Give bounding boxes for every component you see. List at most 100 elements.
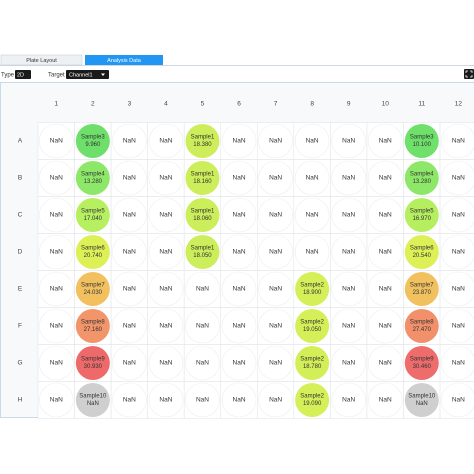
well-value: NaN (379, 138, 392, 145)
row-header: A (18, 138, 23, 145)
well-value: 17.040 (84, 216, 103, 222)
row-header: B (18, 175, 22, 182)
well (258, 197, 293, 233)
well (367, 160, 403, 196)
well (112, 197, 147, 233)
well-value: 27.160 (84, 327, 103, 333)
tab-bg (85, 55, 163, 65)
well (258, 271, 293, 307)
well-value: NaN (269, 212, 282, 219)
well-value: NaN (452, 249, 465, 256)
dropdown-bg (66, 70, 109, 79)
well-value: NaN (269, 249, 282, 256)
target-dropdown[interactable]: Channel1 (66, 70, 109, 79)
well-value: NaN (233, 360, 246, 367)
well-sample: Sample1 (191, 246, 215, 252)
well-value: NaN (50, 286, 63, 293)
well (294, 160, 330, 196)
well-value: NaN (269, 175, 282, 182)
well-value: 30.460 (413, 364, 432, 370)
well (441, 271, 474, 307)
column-header: 2 (91, 101, 95, 108)
well-sample: Sample8 (410, 320, 434, 326)
well-value: NaN (452, 138, 465, 145)
well (295, 346, 330, 380)
expand-icon (465, 70, 473, 78)
well-value: NaN (306, 175, 319, 182)
well (148, 271, 184, 307)
well (148, 160, 184, 196)
well-value: NaN (159, 138, 172, 145)
well (441, 160, 474, 196)
well (441, 234, 474, 270)
well-value: NaN (342, 323, 355, 330)
dropdown-value: 2D (17, 72, 24, 78)
well-value: 18.160 (193, 179, 212, 185)
well-value: NaN (159, 212, 172, 219)
well-sample: Sample3 (410, 135, 434, 141)
well-value: NaN (379, 249, 392, 256)
well (185, 235, 220, 269)
well (75, 346, 110, 380)
well (75, 124, 110, 158)
well-sample: Sample4 (81, 172, 105, 178)
well (221, 308, 257, 344)
well (441, 382, 474, 418)
column-header: 11 (418, 101, 425, 108)
well (112, 234, 147, 270)
well-value: NaN (159, 397, 172, 404)
well-sample: Sample8 (81, 320, 105, 326)
well-value: 20.740 (84, 253, 103, 259)
tab[interactable]: Plate Layout (0, 54, 83, 66)
well (75, 198, 110, 232)
well (148, 123, 184, 159)
well-value: 23.870 (413, 290, 432, 296)
well-value: NaN (269, 360, 282, 367)
well (112, 308, 147, 344)
row-header: F (18, 323, 22, 330)
type-dropdown[interactable]: 2D (15, 70, 31, 79)
well-sample: Sample2 (300, 320, 324, 326)
well-sample: Sample4 (410, 172, 434, 178)
well-value: NaN (159, 286, 172, 293)
well-value: NaN (306, 249, 319, 256)
well (258, 345, 293, 381)
well-value: NaN (306, 138, 319, 145)
expand-button[interactable] (464, 69, 474, 79)
well (112, 160, 147, 196)
well-value: NaN (342, 175, 355, 182)
well-value: NaN (342, 286, 355, 293)
well-sample: Sample2 (300, 357, 324, 363)
well (38, 271, 74, 307)
well-value: NaN (233, 175, 246, 182)
well (185, 124, 220, 158)
well-value: NaN (269, 138, 282, 145)
well-value: NaN (379, 286, 392, 293)
column-header: 4 (164, 101, 168, 108)
well (185, 382, 220, 418)
well (367, 197, 403, 233)
well-value: NaN (269, 397, 282, 404)
well-value: NaN (196, 323, 209, 330)
well-value: NaN (342, 138, 355, 145)
well (441, 308, 474, 344)
column-header: 6 (237, 101, 241, 108)
well-value: NaN (342, 212, 355, 219)
dropdown-value: Channel1 (69, 72, 93, 78)
well-value: 30.930 (84, 364, 103, 370)
well (185, 271, 220, 307)
dropdown-bg (15, 70, 31, 79)
well-value: NaN (50, 323, 63, 330)
well-value: NaN (50, 397, 63, 404)
well (221, 160, 257, 196)
row-header: E (18, 286, 23, 293)
well-value: NaN (50, 138, 63, 145)
tab[interactable]: Analysis Data (85, 55, 163, 65)
well-sample: Sample9 (81, 357, 105, 363)
well-value: NaN (269, 323, 282, 330)
well-value: NaN (342, 397, 355, 404)
well (367, 271, 403, 307)
row-header: H (18, 397, 23, 404)
